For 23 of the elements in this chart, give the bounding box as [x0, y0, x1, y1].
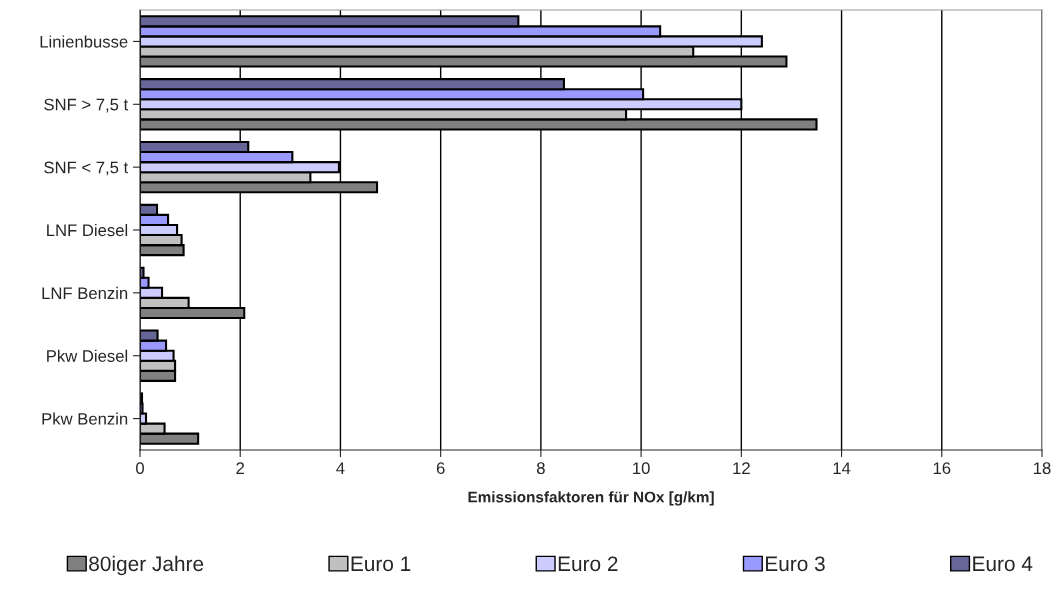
x-tick-label: 14: [833, 462, 851, 474]
y-tick-label: LNF Diesel: [47, 223, 128, 237]
legend-label: Euro 3: [766, 556, 825, 572]
x-tick-label: 6: [436, 462, 445, 475]
x-tick-label: 2: [236, 462, 245, 474]
x-tick-label: 0: [136, 462, 144, 475]
x-axis-title: Emissionsfaktoren für NOx [g/km]: [468, 491, 714, 506]
legend-label: 80iger Jahre: [89, 555, 204, 576]
x-tick-label: 16: [933, 462, 951, 475]
legend-label: Euro 1: [351, 556, 411, 572]
y-tick-label: LNF Benzin: [42, 286, 128, 300]
x-tick-label: 12: [733, 462, 750, 474]
y-tick-label: Pkw Benzin: [42, 412, 128, 425]
y-tick-label: Linienbusse: [40, 35, 128, 48]
y-tick-label: SNF < 7,5 t: [44, 161, 129, 176]
x-tick-label: 8: [536, 462, 545, 475]
x-tick-label: 10: [633, 462, 650, 475]
x-tick-label: 18: [1034, 462, 1051, 475]
y-tick-label: SNF > 7,5 t: [44, 98, 129, 113]
x-tick-label: 4: [336, 462, 345, 474]
legend-label: Euro 2: [558, 556, 618, 572]
y-tick-label: Pkw Diesel: [47, 349, 128, 362]
legend-label: Euro 4: [973, 556, 1033, 572]
